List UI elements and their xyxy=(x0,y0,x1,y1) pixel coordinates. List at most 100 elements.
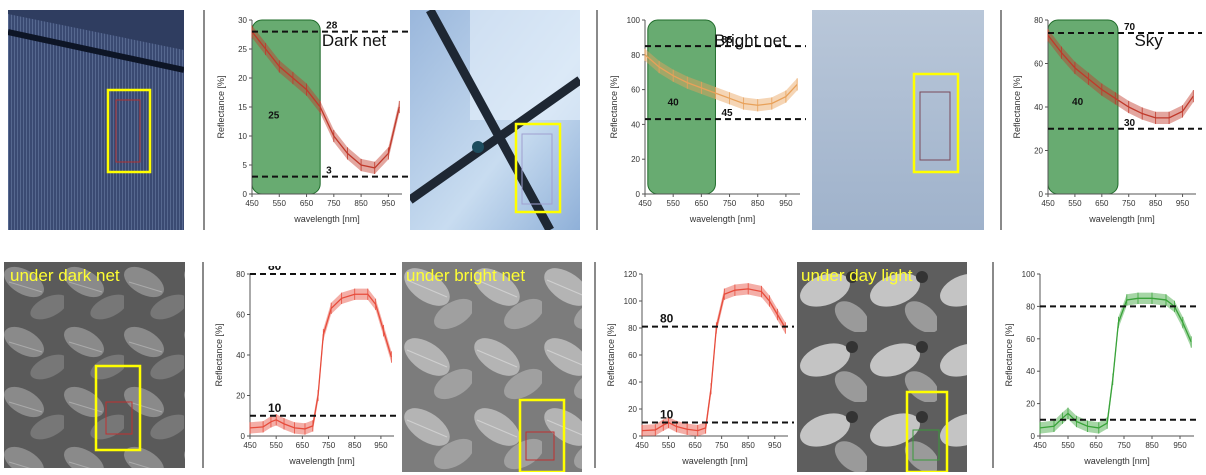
y-tick-label: 0 xyxy=(1031,432,1036,441)
x-tick-label: 450 xyxy=(243,441,257,450)
y-tick-label: 40 xyxy=(631,120,640,129)
threshold-label: 10 xyxy=(268,401,282,415)
x-tick-label: 450 xyxy=(245,199,259,208)
series-line xyxy=(1039,297,1192,429)
chart-under-day-light: 0 20 40 60 80 100 450 550 650 750 850 950 wavelength… xyxy=(998,266,1202,470)
series-line xyxy=(644,54,798,106)
y-tick-label: 30 xyxy=(238,16,247,25)
y-axis-label: Reflectance [%] xyxy=(1004,323,1014,386)
photo-caption: under day light xyxy=(801,266,913,285)
x-tick-label: 650 xyxy=(1089,441,1103,450)
x-tick-label: 750 xyxy=(1122,199,1136,208)
x-axis-label: wavelength [nm] xyxy=(1088,214,1155,224)
bright-net-photo xyxy=(410,10,580,230)
y-tick-label: 40 xyxy=(1034,103,1043,112)
y-axis-label: Reflectance [%] xyxy=(609,75,619,138)
x-tick-label: 950 xyxy=(382,199,396,208)
y-tick-label: 20 xyxy=(1026,400,1035,409)
x-tick-label: 850 xyxy=(742,441,756,450)
y-tick-label: 80 xyxy=(236,270,245,279)
separator xyxy=(992,262,994,468)
y-axis-label: Reflectance [%] xyxy=(216,75,226,138)
separator xyxy=(596,10,598,230)
y-axis-label: Reflectance [%] xyxy=(214,323,224,386)
chart-under-bright-net: 0 20 40 60 80 100 120 450 550 650 750 850 950 wavelen… xyxy=(600,266,796,470)
x-tick-label: 450 xyxy=(1033,441,1047,450)
chart-title: Dark net xyxy=(322,31,387,50)
y-tick-label: 60 xyxy=(236,311,245,320)
y-tick-label: 20 xyxy=(236,392,245,401)
chart-sky: 0 20 40 60 80 450 550 650 750 850 950 wavelength [n… xyxy=(1006,12,1204,228)
x-tick-label: 950 xyxy=(374,441,388,450)
x-tick-label: 450 xyxy=(635,441,649,450)
photo-caption: under bright net xyxy=(406,266,526,285)
y-axis-label: Reflectance [%] xyxy=(606,323,616,386)
y-tick-label: 20 xyxy=(238,74,247,83)
x-tick-label: 450 xyxy=(638,199,652,208)
threshold-label: 85 xyxy=(721,35,733,46)
series-band xyxy=(1048,29,1194,124)
series-band xyxy=(252,25,400,174)
y-tick-label: 80 xyxy=(1034,16,1043,25)
y-tick-label: 100 xyxy=(624,297,638,306)
x-tick-label: 950 xyxy=(1173,441,1187,450)
x-tick-label: 750 xyxy=(1117,441,1131,450)
y-tick-label: 60 xyxy=(631,86,640,95)
y-tick-label: 15 xyxy=(238,103,247,112)
x-tick-label: 850 xyxy=(354,199,368,208)
y-tick-label: 0 xyxy=(241,432,246,441)
y-tick-label: 0 xyxy=(243,190,248,199)
x-axis-label: wavelength [nm] xyxy=(1083,456,1150,466)
x-tick-label: 950 xyxy=(1176,199,1190,208)
chart-under-dark-net: 0 20 40 60 80 450 550 650 750 850 950 wavelength [n… xyxy=(208,259,402,470)
x-tick-label: 950 xyxy=(768,441,782,450)
y-tick-label: 0 xyxy=(633,432,638,441)
x-tick-label: 650 xyxy=(300,199,314,208)
x-tick-label: 850 xyxy=(1145,441,1159,450)
annotation-label: 40 xyxy=(1072,97,1084,108)
threshold-label: 10 xyxy=(660,408,674,422)
y-tick-label: 120 xyxy=(624,270,638,279)
threshold-label: 3 xyxy=(326,166,332,177)
x-axis-label: wavelength [nm] xyxy=(293,214,360,224)
y-tick-label: 0 xyxy=(636,190,641,199)
x-tick-label: 750 xyxy=(327,199,341,208)
y-tick-label: 80 xyxy=(1026,302,1035,311)
annotation-label: 25 xyxy=(268,111,280,122)
y-tick-label: 40 xyxy=(236,351,245,360)
x-tick-label: 550 xyxy=(270,441,284,450)
under-dark-net-photo: under dark net xyxy=(4,262,185,468)
y-tick-label: 100 xyxy=(1022,270,1036,279)
x-tick-label: 550 xyxy=(662,441,676,450)
threshold-label: 45 xyxy=(721,108,733,119)
series-line xyxy=(251,31,400,169)
x-tick-label: 550 xyxy=(667,199,681,208)
y-tick-label: 10 xyxy=(238,132,247,141)
y-tick-label: 40 xyxy=(628,378,637,387)
x-axis-label: wavelength [nm] xyxy=(689,214,756,224)
threshold-label: 30 xyxy=(1124,118,1136,129)
photo-caption: under dark net xyxy=(10,266,120,285)
y-tick-label: 60 xyxy=(628,351,637,360)
y-tick-label: 80 xyxy=(631,51,640,60)
sky-photo xyxy=(812,10,984,230)
x-tick-label: 550 xyxy=(273,199,287,208)
x-tick-label: 650 xyxy=(296,441,310,450)
chart-bright-net: 0 20 40 60 80 100 450 550 650 750 850 950 wavelength… xyxy=(603,12,808,228)
y-tick-label: 40 xyxy=(1026,367,1035,376)
chart-title: Sky xyxy=(1134,31,1163,50)
y-tick-label: 20 xyxy=(1034,147,1043,156)
separator xyxy=(202,262,204,468)
threshold-label: 28 xyxy=(326,21,338,32)
annotation-label: 40 xyxy=(668,97,680,108)
threshold-label: 80 xyxy=(660,312,674,326)
dark-net-photo xyxy=(8,10,184,230)
x-tick-label: 850 xyxy=(348,441,362,450)
y-axis-label: Reflectance [%] xyxy=(1012,75,1022,138)
y-tick-label: 80 xyxy=(628,324,637,333)
separator xyxy=(203,10,205,230)
y-tick-label: 60 xyxy=(1026,335,1035,344)
series-line xyxy=(249,293,393,430)
series-band xyxy=(1040,292,1192,434)
y-tick-label: 5 xyxy=(243,161,248,170)
